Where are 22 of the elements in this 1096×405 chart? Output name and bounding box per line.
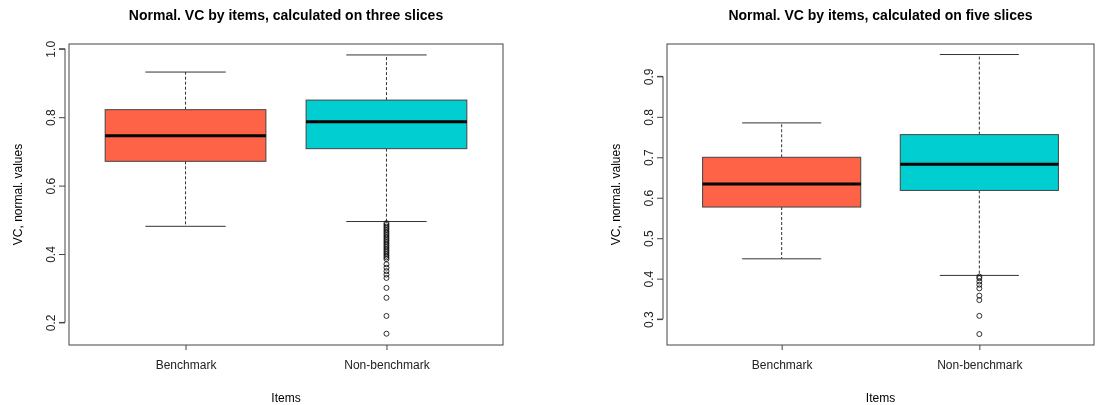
x-tick-label: Non-benchmark	[344, 357, 431, 372]
y-tick-label: 0.4	[44, 245, 58, 263]
y-tick-label: 0.3	[642, 310, 656, 328]
y-tick-label: 0.6	[44, 177, 58, 195]
y-tick-label: 0.4	[642, 270, 656, 288]
y-tick-label: 0.8	[642, 108, 656, 126]
y-tick-label: 0.8	[44, 109, 58, 127]
y-tick-label: 0.7	[642, 149, 656, 167]
y-tick-label: 0.5	[642, 230, 656, 248]
x-axis-title: Items	[865, 391, 896, 405]
y-axis-title: VC, normal. values	[11, 143, 25, 246]
x-tick-label: Benchmark	[751, 357, 814, 372]
y-axis-title: VC, normal. values	[609, 143, 623, 246]
y-tick-label: 0.2	[44, 314, 58, 332]
chart-title: Normal. VC by items, calculated on three slices	[128, 7, 444, 23]
x-tick-label: Benchmark	[155, 357, 218, 372]
y-tick-label: 1.0	[44, 40, 58, 58]
chart-title: Normal. VC by items, calculated on five slices	[728, 7, 1033, 23]
y-tick-label: 0.9	[642, 68, 656, 86]
y-tick-label: 0.6	[642, 189, 656, 207]
x-axis-title: Items	[271, 391, 301, 405]
x-tick-label: Non-benchmark	[937, 357, 1024, 372]
